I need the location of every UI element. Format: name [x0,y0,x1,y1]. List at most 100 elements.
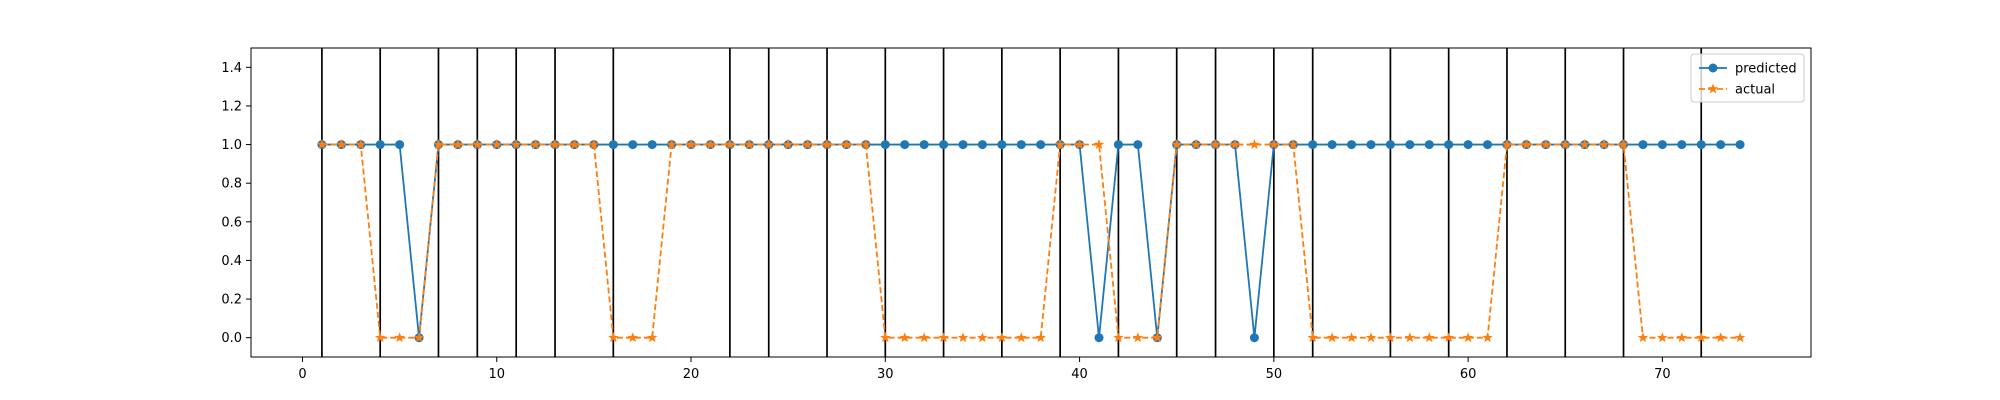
data-point-actual [763,139,774,150]
data-point-predicted [977,140,987,150]
legend-label-predicted: predicted [1735,62,1797,77]
data-point-actual [1443,332,1454,343]
data-point-predicted [647,140,657,150]
data-point-actual [1579,139,1590,150]
data-point-actual [394,332,405,343]
data-point-actual [530,139,541,150]
data-point-predicted [1638,140,1648,150]
data-point-actual [452,139,464,150]
data-point-predicted [1366,140,1376,150]
data-point-actual [957,332,969,343]
data-point-actual [705,139,716,150]
data-point-actual [1657,332,1668,343]
data-point-predicted [939,140,949,150]
y-tick-label: 1.2 [221,99,242,114]
data-point-actual [627,332,638,343]
data-point-actual [1482,332,1493,343]
data-point-actual [1268,139,1280,150]
data-point-actual [1152,332,1163,343]
data-point-actual [860,139,872,150]
data-point-actual [1132,332,1144,343]
data-point-actual [1637,332,1649,343]
y-tick-label: 0.4 [221,254,242,269]
data-point-actual [744,139,755,150]
x-tick-label: 30 [877,367,894,382]
data-point-actual [724,139,736,150]
data-point-actual [821,139,833,150]
data-point-actual [1113,332,1124,343]
data-point-actual [608,332,619,343]
x-tick-label: 10 [488,367,505,382]
series-line-actual [321,143,1741,339]
data-point-predicted [958,140,968,150]
data-point-actual [1093,139,1105,150]
data-point-predicted [1677,140,1687,150]
data-point-actual [1229,139,1241,150]
data-point-actual [491,139,502,150]
data-point-actual [1462,332,1474,343]
x-tick-label: 60 [1460,367,1477,382]
data-point-predicted [1463,140,1473,150]
data-point-predicted [1385,140,1395,150]
data-point-actual [918,332,930,343]
y-tick-label: 1.0 [221,138,242,153]
data-point-actual [413,332,425,343]
data-point-actual [355,139,366,150]
data-point-predicted [1249,333,1259,343]
series-line-predicted [321,143,1741,338]
data-point-actual [1190,139,1202,150]
data-point-predicted [1657,140,1667,150]
data-point-actual [782,139,794,150]
y-tick-label: 0.8 [221,177,242,192]
data-point-actual [1560,139,1571,150]
vertical-lines-layer [321,48,1703,357]
data-point-actual [316,139,328,150]
data-point-actual [549,139,561,150]
y-tick-label: 0.0 [221,331,242,346]
data-point-actual [1404,332,1416,343]
y-tick-label: 1.4 [221,61,242,76]
data-point-predicted [608,140,618,150]
data-point-predicted [1405,140,1415,150]
data-point-predicted [1483,140,1493,150]
data-point-actual [374,332,386,343]
data-point-actual [433,139,444,150]
y-tick-label: 0.2 [221,293,242,308]
legend: predicted actual [1690,53,1805,103]
legend-swatch-marker [1708,63,1718,73]
data-point-actual [1424,332,1435,343]
axes-layer: 0 10 20 30 40 50 60 70 0.0 0.2 0.4 0.6 0.8 1.0 1.2 1.4 [221,47,1812,382]
data-point-actual [666,139,677,150]
data-point-actual [1016,332,1027,343]
data-point-predicted [1094,333,1104,343]
data-point-actual [1676,332,1688,343]
data-point-actual [510,139,522,150]
data-point-actual [1288,139,1299,150]
data-point-actual [1540,139,1552,150]
data-point-predicted [1327,140,1337,150]
data-point-actual [1501,139,1513,150]
data-point-predicted [997,140,1007,150]
data-point-actual [880,332,891,343]
data-point-actual [1696,332,1707,343]
plot-frame [250,47,1812,358]
data-point-actual [1054,139,1066,150]
data-point-predicted [1424,140,1434,150]
data-point-predicted [395,140,405,150]
legend-box [1690,53,1805,103]
data-point-actual [938,332,949,343]
data-point-actual [1171,139,1182,150]
data-point-actual [1307,332,1318,343]
data-point-predicted [1444,140,1454,150]
data-point-actual [1734,332,1746,343]
data-point-predicted [919,140,929,150]
data-point-predicted [1016,140,1026,150]
data-point-actual [1346,332,1357,343]
data-point-predicted [375,140,385,150]
data-point-actual [472,139,483,150]
data-point-predicted [880,140,890,150]
data-point-actual [588,139,600,150]
data-point-actual [685,139,697,150]
data-point-actual [1521,139,1532,150]
data-point-actual [1365,332,1377,343]
